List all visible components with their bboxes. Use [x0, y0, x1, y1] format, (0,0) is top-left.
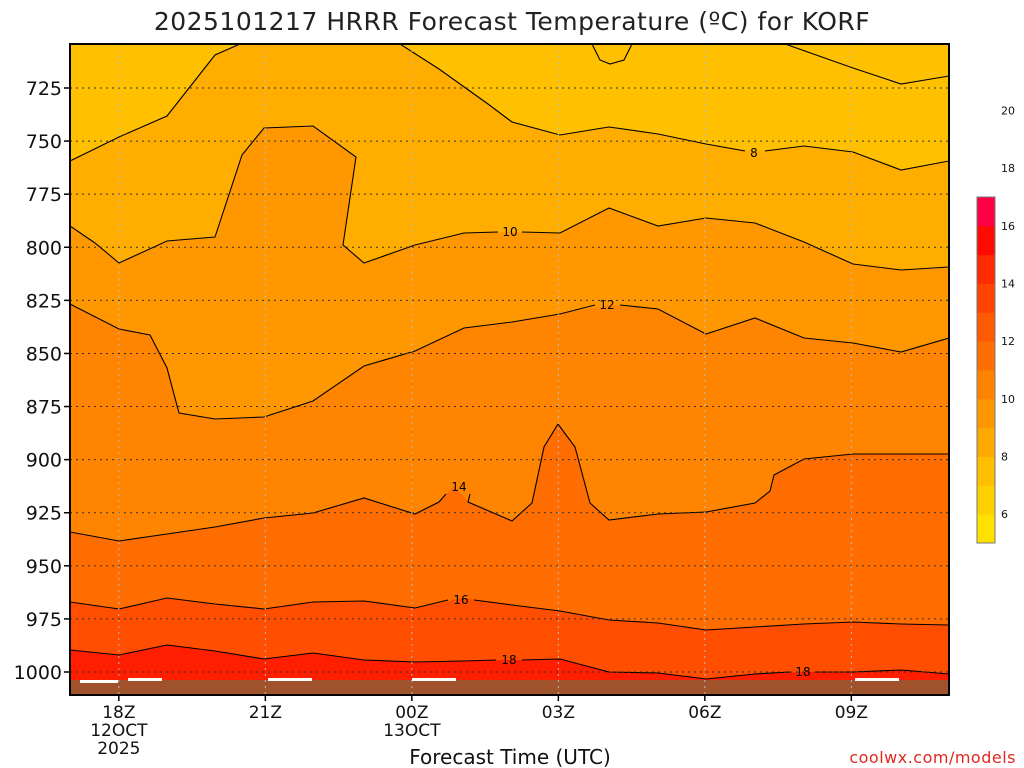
colorbar-swatch-10: [977, 225, 995, 256]
colorbar-swatch-11: [977, 197, 995, 227]
contour-label-12: 12: [599, 298, 614, 312]
plot-area: [70, 44, 949, 695]
colorbar-swatch-4: [977, 398, 995, 429]
contour-label-16: 16: [453, 593, 468, 607]
x-tick-label-0-1: 12OCT: [90, 721, 148, 741]
surface-ground: [70, 680, 949, 695]
contour-18: [70, 644, 949, 680]
contour-label-14: 14: [451, 480, 466, 494]
y-tick-label-875: 875: [26, 397, 62, 419]
y-tick-label-975: 975: [26, 609, 62, 631]
y-tick-label-775: 775: [26, 184, 62, 206]
colorbar-swatch-3: [977, 427, 995, 457]
contour-8-top-left: [591, 44, 633, 65]
colorbar-label-10: 10: [1001, 393, 1015, 406]
contour-label-10: 10: [502, 225, 517, 239]
y-tick-label-850: 850: [26, 343, 62, 365]
contour-12: [70, 303, 949, 420]
x-tick-label-4-0: 06Z: [688, 703, 721, 723]
x-tick-label-0-0: 18Z: [102, 703, 135, 723]
y-tick-label-725: 725: [26, 78, 62, 100]
credit-text: coolwx.com/models: [849, 748, 1016, 767]
contour-16: [70, 597, 949, 631]
x-tick-label-1-0: 21Z: [249, 703, 282, 723]
y-tick-label-900: 900: [26, 450, 62, 472]
colorbar-label-14: 14: [1001, 278, 1015, 291]
colorbar-swatch-1: [977, 485, 995, 515]
colorbar-label-18: 18: [1001, 162, 1015, 175]
colorbar-label-12: 12: [1001, 335, 1015, 348]
contour-8: [70, 44, 949, 171]
x-axis-label: Forecast Time (UTC): [409, 745, 611, 768]
colorbar-label-16: 16: [1001, 220, 1015, 233]
colorbar-label-6: 6: [1001, 508, 1008, 521]
y-tick-label-950: 950: [26, 556, 62, 578]
colorbar-swatch-8: [977, 283, 995, 313]
colorbar-label-8: 8: [1001, 451, 1008, 464]
x-tick-label-0-2: 2025: [97, 739, 140, 759]
contour-label-8: 8: [750, 146, 758, 160]
contour-8-top-right: [784, 44, 949, 85]
colorbar: 6 8 10 12 14 16 18 20: [976, 105, 1015, 544]
contour-10: [70, 125, 949, 271]
x-tick-label-3-0: 03Z: [542, 703, 575, 723]
y-tick-label-1000: 1000: [14, 662, 62, 684]
pressure-gridlines: [70, 87, 949, 673]
colorbar-swatch-7: [977, 312, 995, 342]
colorbar-swatch-2: [977, 456, 995, 486]
colorbar-label-20: 20: [1001, 105, 1015, 118]
time-gridlines: [118, 44, 852, 695]
y-tick-label-925: 925: [26, 503, 62, 525]
x-tick-label-2-1: 13OCT: [383, 721, 441, 741]
chart-title: 2025101217 HRRR Forecast Temperature (ºC…: [154, 7, 870, 36]
colorbar-swatch-5: [977, 370, 995, 400]
x-tick-label-5-0: 09Z: [835, 703, 868, 723]
colorbar-frame: [976, 196, 996, 544]
contour-label-18-right: 18: [795, 665, 810, 679]
contour-14: [70, 423, 949, 542]
y-axis: 725 750 775 800 825 850 875 900 925 950 975 1000: [14, 78, 70, 684]
colorbar-swatch-0: [977, 514, 995, 544]
plot-frame: [69, 43, 950, 696]
y-tick-label-750: 750: [26, 131, 62, 153]
contour-label-18: 18: [501, 653, 516, 667]
surface-gaps: [80, 678, 899, 683]
y-tick-label-800: 800: [26, 237, 62, 259]
colorbar-swatch-6: [977, 341, 995, 371]
y-tick-label-825: 825: [26, 290, 62, 312]
colorbar-swatch-9: [977, 254, 995, 284]
x-tick-label-2-0: 00Z: [395, 703, 428, 723]
